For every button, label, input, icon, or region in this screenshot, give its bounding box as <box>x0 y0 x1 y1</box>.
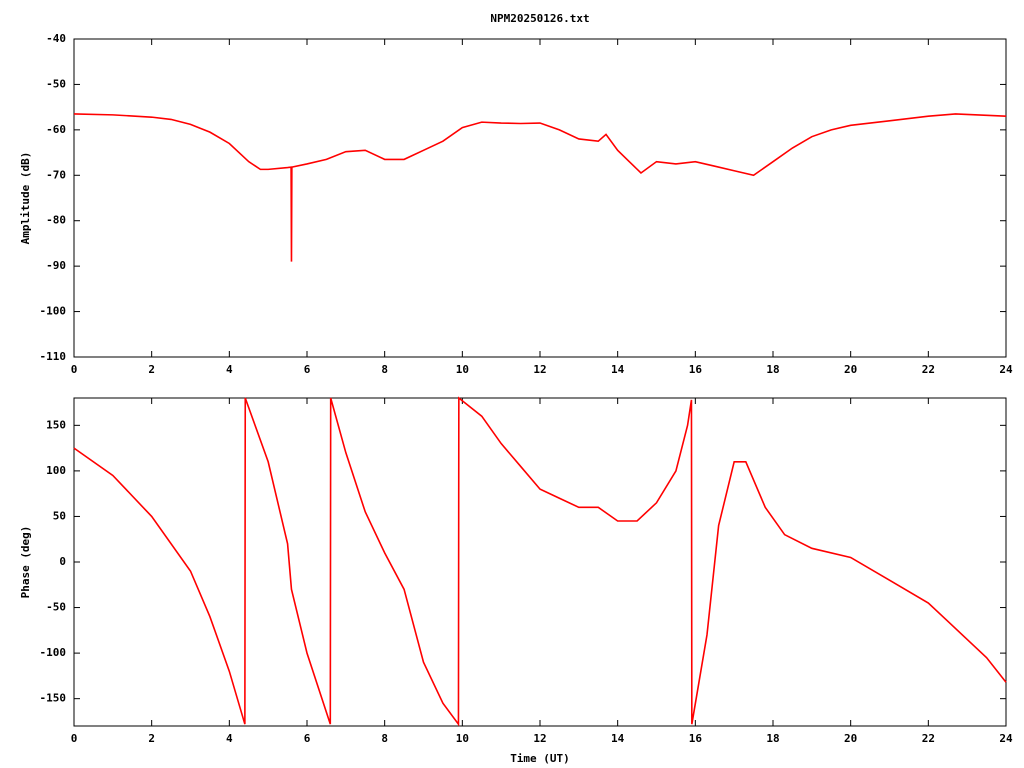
x-tick-label: 0 <box>71 363 78 376</box>
y-tick-label: 100 <box>46 464 66 477</box>
x-tick-label: 2 <box>148 363 155 376</box>
x-tick-label: 20 <box>844 363 857 376</box>
x-tick-label: 24 <box>999 732 1013 745</box>
plot-frame <box>73 397 1007 727</box>
data-line <box>73 396 1007 727</box>
y-axis-label: Amplitude (dB) <box>19 152 32 245</box>
y-tick-label: -110 <box>40 350 67 363</box>
chart-title: NPM20250126.txt <box>490 12 589 25</box>
y-tick-label: -80 <box>46 214 66 227</box>
x-tick-label: 12 <box>533 732 546 745</box>
x-tick-label: 24 <box>999 363 1013 376</box>
x-tick-label: 20 <box>844 732 857 745</box>
x-tick-label: 18 <box>766 732 779 745</box>
y-axis-label: Phase (deg) <box>19 526 32 599</box>
x-tick-label: 14 <box>611 363 625 376</box>
y-tick-label: -150 <box>40 692 67 705</box>
y-tick-label: -70 <box>46 168 66 181</box>
data-line <box>73 113 1007 262</box>
x-tick-label: 12 <box>533 363 546 376</box>
y-tick-label: -40 <box>46 32 66 45</box>
y-tick-label: -90 <box>46 259 66 272</box>
y-tick-label: 150 <box>46 418 66 431</box>
y-tick-label: -50 <box>46 601 66 614</box>
x-tick-label: 0 <box>71 732 78 745</box>
x-tick-label: 18 <box>766 363 779 376</box>
y-tick-label: 0 <box>59 555 66 568</box>
x-tick-label: 16 <box>689 732 703 745</box>
x-tick-label: 6 <box>304 732 311 745</box>
y-tick-label: -100 <box>40 646 67 659</box>
y-tick-label: -50 <box>46 77 66 90</box>
y-tick-label: 50 <box>53 509 66 522</box>
plot-frame <box>73 38 1007 358</box>
x-tick-label: 14 <box>611 732 625 745</box>
x-tick-label: 22 <box>922 732 935 745</box>
x-tick-label: 22 <box>922 363 935 376</box>
y-tick-label: -100 <box>40 305 67 318</box>
x-tick-label: 6 <box>304 363 311 376</box>
x-tick-label: 2 <box>148 732 155 745</box>
x-axis-label: Time (UT) <box>510 752 570 765</box>
x-tick-label: 4 <box>226 732 233 745</box>
y-tick-label: -60 <box>46 123 66 136</box>
x-tick-label: 4 <box>226 363 233 376</box>
x-tick-label: 10 <box>456 732 469 745</box>
x-tick-label: 16 <box>689 363 703 376</box>
x-tick-label: 8 <box>381 363 388 376</box>
x-tick-label: 10 <box>456 363 469 376</box>
x-tick-label: 8 <box>381 732 388 745</box>
